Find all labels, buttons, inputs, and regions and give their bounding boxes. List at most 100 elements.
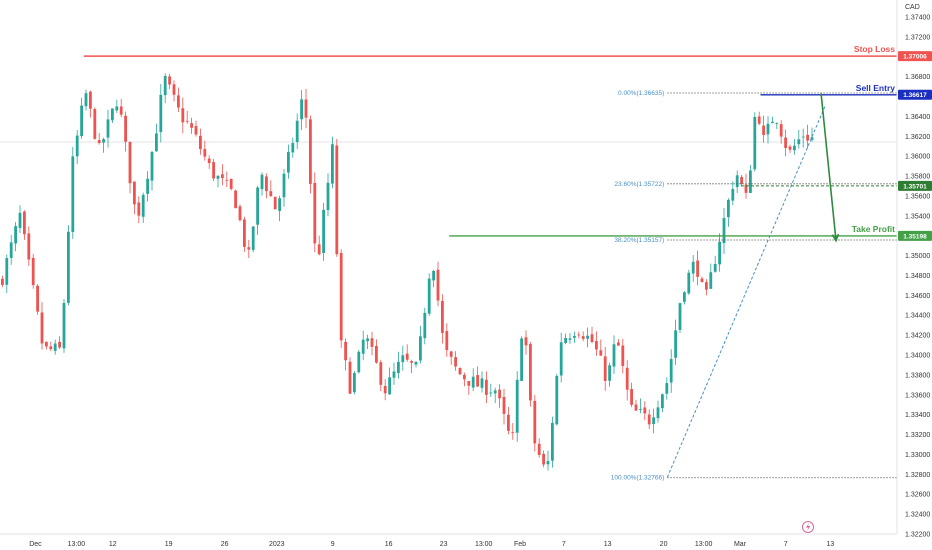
candle-body xyxy=(661,394,664,409)
stop-loss-tag-text: 1.37006 xyxy=(903,54,927,61)
candle-body xyxy=(441,300,444,333)
candle-body xyxy=(405,353,409,360)
y-tick-label: 1.32800 xyxy=(905,472,930,479)
candle-body xyxy=(256,187,259,225)
candle-body xyxy=(581,336,585,340)
candle-body xyxy=(115,106,119,111)
candle-body xyxy=(159,94,163,132)
candle-body xyxy=(119,106,123,115)
candle-body xyxy=(344,341,347,361)
candle-body xyxy=(84,93,88,107)
stop-loss-tag xyxy=(898,51,932,62)
candle-body xyxy=(423,312,427,339)
candle-body xyxy=(322,209,325,254)
candle-body xyxy=(652,417,655,425)
candle-body xyxy=(27,233,31,260)
y-tick-label: 1.32200 xyxy=(905,532,930,539)
fib-level-label: 0.00%(1.36635) xyxy=(618,90,664,97)
candle-body xyxy=(713,264,717,272)
candle-body xyxy=(36,285,39,312)
y-tick-label: 1.32600 xyxy=(905,492,930,499)
candle-body xyxy=(599,350,603,356)
take-profit-tag xyxy=(898,230,932,241)
candle-body xyxy=(722,218,726,244)
y-tick-label: 1.35600 xyxy=(905,193,930,200)
x-tick-label: 19 xyxy=(165,541,173,548)
candle-body xyxy=(137,202,141,216)
projection-arrow-head xyxy=(831,233,840,243)
projection-arrow-line xyxy=(820,93,837,241)
sell-entry-label: Sell Entry xyxy=(856,83,895,93)
candle-body xyxy=(251,226,255,250)
y-tick-label: 1.33800 xyxy=(905,372,930,379)
candle-body xyxy=(89,91,92,109)
lightning-icon[interactable] xyxy=(802,521,814,533)
take-profit-label: Take Profit xyxy=(852,224,895,234)
candle-body xyxy=(238,206,242,221)
candle-body xyxy=(111,108,114,121)
y-tick-label: 1.33200 xyxy=(905,432,930,439)
y-tick-label: 1.36400 xyxy=(905,114,930,121)
x-tick-label: 20 xyxy=(660,541,668,548)
candle-body xyxy=(485,379,488,395)
y-tick-label: 1.36200 xyxy=(905,134,930,141)
candle-body xyxy=(454,357,457,367)
candle-body xyxy=(141,194,145,217)
candle-body xyxy=(379,362,383,385)
candle-body xyxy=(207,158,211,164)
candle-body xyxy=(810,137,814,140)
fib-level-label: 100.00%(1.32766) xyxy=(611,475,665,482)
candle-body xyxy=(542,453,545,465)
candle-body xyxy=(801,136,805,138)
candle-body xyxy=(106,119,110,138)
candle-body xyxy=(586,335,589,339)
y-tick-label: 1.33000 xyxy=(905,452,930,459)
x-tick-label: Mar xyxy=(734,541,747,548)
candle-body xyxy=(414,361,418,365)
candle-body xyxy=(133,181,136,205)
candle-body xyxy=(260,174,264,190)
candle-body xyxy=(163,76,167,96)
candle-body xyxy=(793,145,796,151)
candle-body xyxy=(14,226,17,244)
candle-body xyxy=(797,139,801,145)
y-tick-label: 1.35800 xyxy=(905,174,930,181)
candle-body xyxy=(529,344,532,401)
candle-body xyxy=(467,381,471,386)
y-tick-label: 1.33400 xyxy=(905,412,930,419)
candle-body xyxy=(295,120,299,143)
candle-body xyxy=(449,351,453,357)
candle-body xyxy=(621,345,625,366)
candle-body xyxy=(502,397,506,414)
candle-body xyxy=(551,422,554,461)
candle-body xyxy=(436,269,440,301)
candle-body xyxy=(507,414,510,431)
levels: Stop Loss Sell Entry Take Profit xyxy=(83,44,897,237)
sell-entry-tag xyxy=(898,89,932,100)
candle-body xyxy=(665,383,669,394)
candle-body xyxy=(687,272,691,294)
candle-body xyxy=(273,196,277,210)
candle-body xyxy=(287,152,290,173)
candle-body xyxy=(150,152,154,181)
take-profit-tag-text: 1.35198 xyxy=(903,233,927,240)
candle-body xyxy=(58,341,61,348)
x-tick-label: 2023 xyxy=(269,541,285,548)
candle-body xyxy=(731,188,735,201)
fib-trend-line xyxy=(666,104,827,478)
candle-body xyxy=(445,331,449,351)
candle-body xyxy=(392,371,396,378)
candle-body xyxy=(40,312,44,344)
candle-body xyxy=(735,175,739,188)
y-tick-label: 1.34600 xyxy=(905,293,930,300)
candle-body xyxy=(634,404,638,411)
candle-body xyxy=(93,109,97,139)
x-tick-label: 13 xyxy=(827,541,835,548)
candle-body xyxy=(357,351,361,373)
candle-body xyxy=(221,174,224,178)
candle-body xyxy=(511,432,515,433)
y-tick-label: 1.36800 xyxy=(905,74,930,81)
candle-body xyxy=(771,121,774,124)
